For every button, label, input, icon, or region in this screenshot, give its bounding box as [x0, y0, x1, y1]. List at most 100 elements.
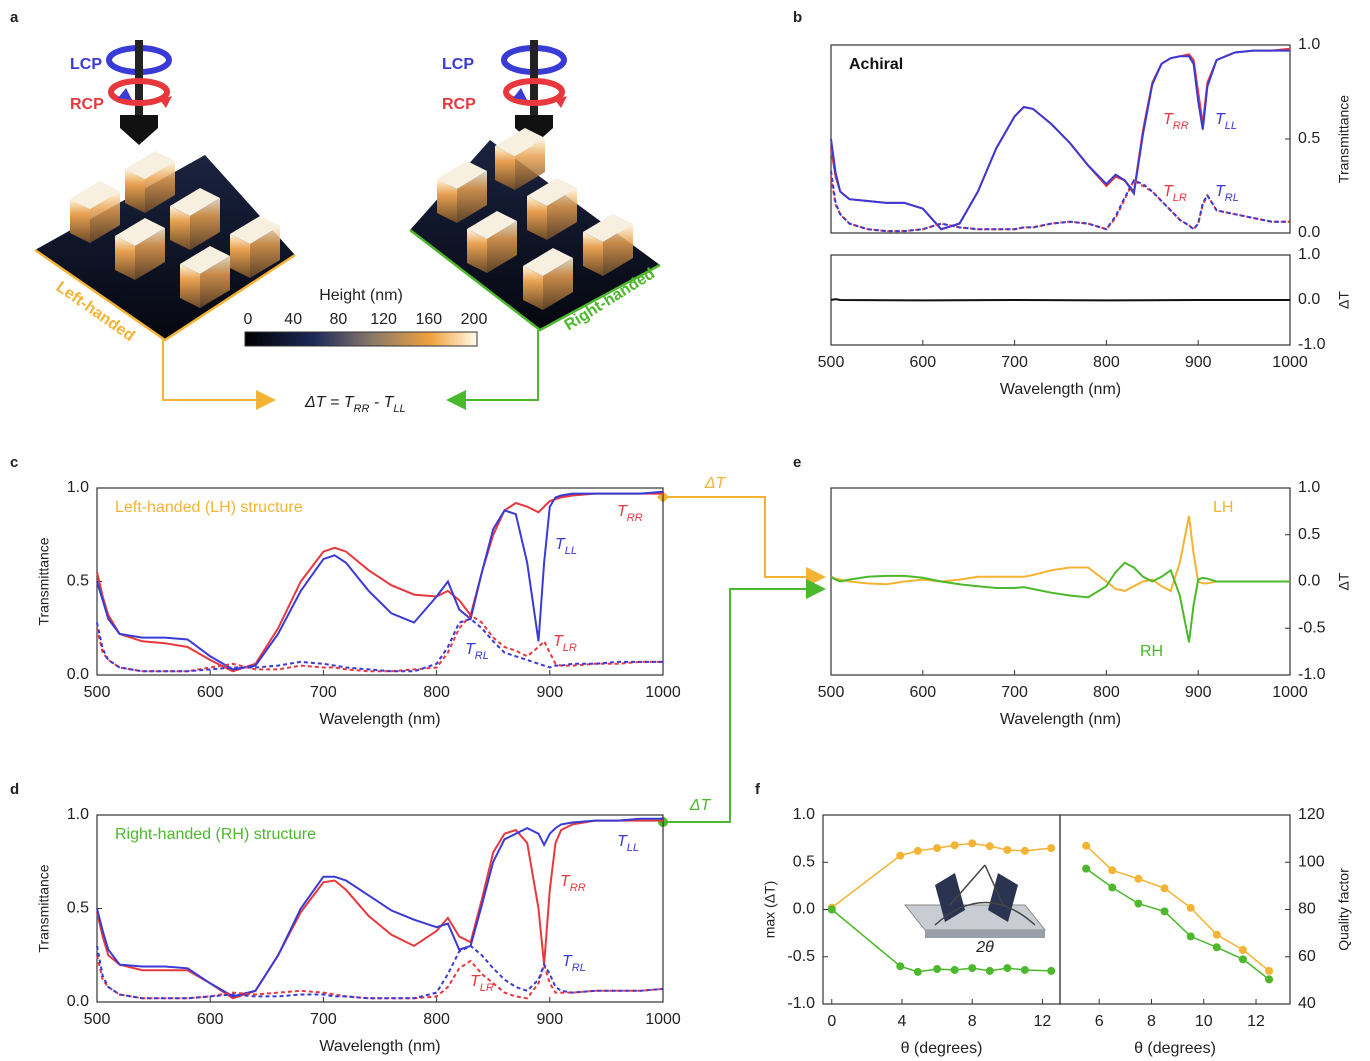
series-marker — [1003, 846, 1011, 854]
polarization-icon — [109, 40, 172, 145]
y-tick-label: 120 — [1298, 806, 1325, 823]
y-tick-label: 1.0 — [67, 479, 89, 496]
x-axis-label: Wavelength (nm) — [1000, 381, 1121, 398]
y-tick-label: -0.5 — [1298, 619, 1326, 636]
rcp-label: RCP — [70, 96, 104, 113]
series-line — [831, 563, 1290, 643]
colorbar-tick-label: 160 — [415, 311, 442, 328]
y-axis-label: Transmittance — [36, 537, 52, 625]
y-axis-label: Transmittance — [1336, 95, 1352, 183]
series-marker — [1082, 865, 1090, 873]
series-name-sub: LR — [563, 642, 577, 654]
x-tick-label: 12 — [1247, 1013, 1265, 1030]
series-marker — [1213, 931, 1221, 939]
x-axis-label: θ (degrees) — [1134, 1040, 1216, 1057]
series-name-sub: LR — [480, 982, 494, 994]
series-label: LH — [1213, 499, 1233, 516]
chart: -1.00.01.05006007008009001000Wavelength … — [818, 246, 1352, 398]
equation-sub: RR — [354, 403, 370, 415]
panel-label: f — [755, 781, 761, 798]
series-name: RH — [1140, 643, 1163, 660]
series-name-sub: LL — [1225, 120, 1237, 132]
y-tick-label: 0.5 — [1298, 130, 1320, 147]
series-marker — [896, 962, 904, 970]
x-tick-label: 10 — [1195, 1013, 1213, 1030]
series-label: TRR — [617, 503, 643, 524]
equation-text: ΔT = T — [304, 394, 355, 411]
series-label: TRL — [562, 953, 586, 974]
series-label: TLR — [1163, 183, 1187, 204]
x-axis-label: Wavelength (nm) — [319, 1038, 440, 1055]
panel-label: b — [793, 9, 802, 26]
x-tick-label: 800 — [1093, 684, 1120, 701]
series-marker — [1003, 964, 1011, 972]
series-marker — [1265, 967, 1273, 975]
series-label: TLL — [1215, 111, 1237, 132]
series-line — [97, 492, 663, 670]
x-tick-label: 800 — [1093, 354, 1120, 371]
x-tick-label: 500 — [818, 354, 845, 371]
series-marker — [968, 964, 976, 972]
series-name-sub: RR — [627, 512, 643, 524]
x-tick-label: 500 — [84, 1011, 111, 1028]
y-axis-label: max (ΔT) — [762, 881, 778, 939]
inset-device — [905, 865, 1045, 938]
chart-title: Right-handed (RH) structure — [115, 826, 316, 843]
series-marker — [896, 852, 904, 860]
polarization-icon — [504, 40, 567, 145]
series-label: TRL — [465, 641, 489, 662]
y-tick-label: 1.0 — [1298, 246, 1320, 263]
series-marker — [968, 839, 976, 847]
x-tick-label: 700 — [1001, 354, 1028, 371]
lcp-label: LCP — [70, 56, 102, 73]
chart: 406080100120681012θ (degrees)Quality fac… — [1060, 806, 1352, 1057]
lcp-label: LCP — [442, 56, 474, 73]
series-name-sub: LR — [1173, 192, 1187, 204]
series-name-sub: RL — [475, 650, 489, 662]
series-marker — [914, 847, 922, 855]
y-tick-label: 40 — [1298, 995, 1316, 1012]
x-tick-label: 900 — [1185, 684, 1212, 701]
connector-label: ΔT — [704, 475, 727, 492]
series-marker — [1161, 907, 1169, 915]
connectors: ΔT ΔT — [657, 475, 822, 827]
inset-label: 2θ — [975, 939, 994, 956]
y-tick-label: 60 — [1298, 948, 1316, 965]
y-axis-label: ΔT — [1336, 291, 1352, 309]
y-tick-label: 0.5 — [67, 573, 89, 590]
panel-label: a — [10, 9, 19, 26]
x-tick-label: 1000 — [1272, 354, 1308, 371]
y-tick-label: 1.0 — [793, 806, 815, 823]
series-name-sub: LL — [565, 545, 577, 557]
x-tick-label: 0 — [827, 1013, 836, 1030]
x-tick-label: 500 — [818, 684, 845, 701]
arrow — [163, 340, 272, 400]
series-marker — [1239, 946, 1247, 954]
figure: a LCP RCP LCP RCP Left-handed Right-hand… — [0, 0, 1370, 1061]
series-label: TLR — [470, 973, 494, 994]
x-tick-label: 8 — [1147, 1013, 1156, 1030]
y-tick-label: 0.0 — [1298, 573, 1320, 590]
x-tick-label: 12 — [1034, 1013, 1052, 1030]
series-line — [831, 51, 1290, 230]
series-label: TRR — [1163, 111, 1189, 132]
plot-frame — [1060, 815, 1290, 1004]
chart: cLeft-handed (LH) structure0.00.51.05006… — [10, 454, 681, 728]
y-tick-label: 0.0 — [793, 901, 815, 918]
y-axis-label: Transmittance — [36, 864, 52, 952]
series-label: TRR — [560, 873, 586, 894]
series-marker — [986, 967, 994, 975]
series-label: RH — [1140, 643, 1163, 660]
x-axis-label: Wavelength (nm) — [1000, 711, 1121, 728]
rcp-label: RCP — [442, 96, 476, 113]
connector — [663, 497, 822, 577]
series-marker — [1187, 932, 1195, 940]
series-marker — [914, 968, 922, 976]
x-tick-label: 900 — [536, 1011, 563, 1028]
series-marker — [1108, 884, 1116, 892]
x-tick-label: 600 — [197, 684, 224, 701]
x-tick-label: 700 — [310, 1011, 337, 1028]
x-tick-label: 600 — [909, 684, 936, 701]
y-tick-label: 0.5 — [793, 853, 815, 870]
